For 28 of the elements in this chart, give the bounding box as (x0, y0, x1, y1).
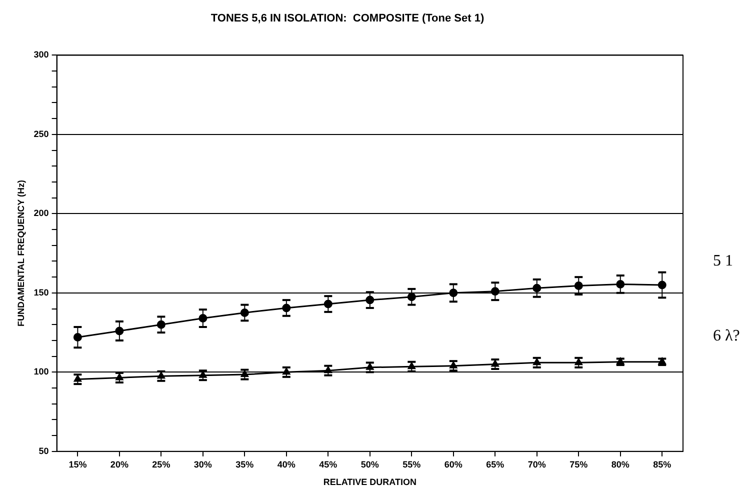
x-tick-label: 45% (319, 459, 338, 470)
y-tick-label: 50 (38, 446, 49, 456)
x-tick-label: 80% (611, 459, 630, 470)
x-tick-label: 25% (152, 459, 170, 470)
x-tick-label: 55% (402, 459, 421, 470)
point (450, 362, 458, 368)
x-tick-label: 20% (110, 459, 128, 470)
x-tick-label: 40% (277, 459, 296, 470)
x-tick-label: 35% (236, 459, 254, 470)
x-axis-title: RELATIVE DURATION (323, 477, 416, 488)
y-tick-label: 200 (34, 208, 49, 218)
x-tick-label: 75% (570, 459, 588, 470)
y-tick-label: 300 (34, 50, 49, 60)
y-tick-label: 100 (34, 366, 49, 377)
x-tick-label: 65% (486, 459, 504, 470)
x-tick-label: 85% (653, 459, 672, 470)
x-tick-label: 15% (68, 459, 87, 470)
x-tick-label: 70% (528, 459, 546, 470)
y-axis-title: FUNDAMENTAL FREQUENCY (Hz) (16, 180, 26, 327)
y-tick-label: 150 (34, 287, 49, 298)
y-tick-label: 250 (34, 128, 49, 139)
x-tick-label: 30% (194, 459, 212, 470)
text: 5 1 (713, 252, 733, 270)
chart-title: TONES 5,6 IN ISOLATION: COMPOSITE (Tone Set 1) (210, 12, 484, 25)
text: 6 λ? (713, 328, 740, 345)
point (74, 375, 82, 382)
x-tick-label: 50% (360, 459, 379, 470)
x-tick-label: 60% (444, 459, 462, 470)
